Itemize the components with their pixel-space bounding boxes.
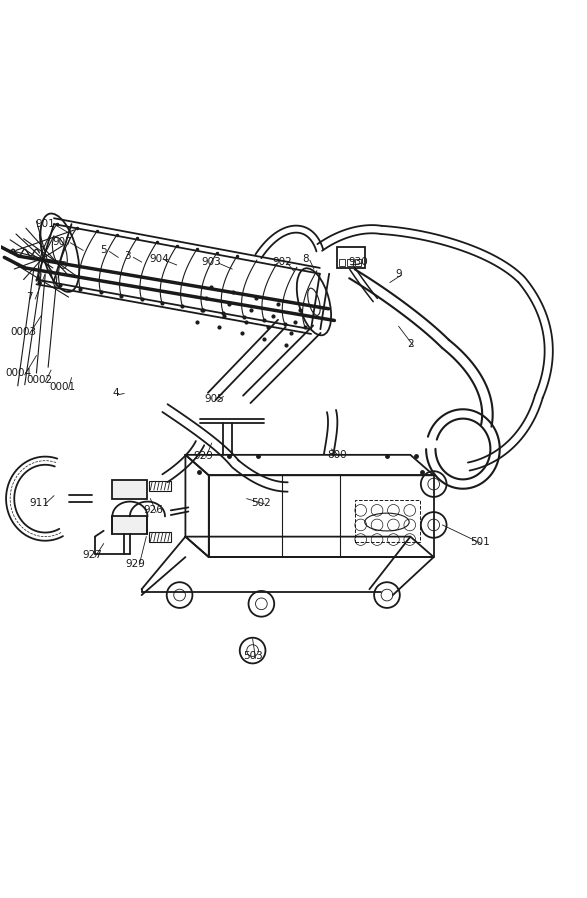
FancyBboxPatch shape bbox=[112, 516, 147, 533]
Text: 0003: 0003 bbox=[11, 327, 36, 337]
Text: 902: 902 bbox=[272, 257, 292, 267]
Text: 926: 926 bbox=[143, 506, 163, 515]
Text: 4: 4 bbox=[112, 388, 119, 398]
Text: 929: 929 bbox=[193, 451, 213, 461]
Text: 904: 904 bbox=[149, 254, 169, 264]
Text: 911: 911 bbox=[29, 497, 49, 507]
Text: 501: 501 bbox=[471, 538, 490, 548]
Text: 0004: 0004 bbox=[6, 368, 32, 378]
Text: 2: 2 bbox=[407, 339, 414, 348]
Text: 502: 502 bbox=[251, 497, 271, 507]
Text: 927: 927 bbox=[82, 550, 102, 560]
Text: 930: 930 bbox=[348, 257, 367, 267]
Text: 5: 5 bbox=[100, 245, 107, 255]
Text: 9: 9 bbox=[396, 269, 402, 278]
Text: 903: 903 bbox=[202, 257, 221, 267]
Text: 8: 8 bbox=[302, 254, 309, 264]
FancyBboxPatch shape bbox=[112, 480, 147, 498]
Text: 901: 901 bbox=[35, 219, 55, 229]
Text: 0001: 0001 bbox=[50, 382, 76, 392]
Text: 905: 905 bbox=[205, 394, 224, 404]
Text: 0002: 0002 bbox=[26, 375, 52, 385]
Text: 503: 503 bbox=[243, 651, 262, 662]
Text: 800: 800 bbox=[328, 450, 347, 460]
Text: 7: 7 bbox=[26, 292, 33, 302]
Text: 929: 929 bbox=[126, 559, 146, 568]
Text: 907: 907 bbox=[53, 236, 73, 247]
Text: 3: 3 bbox=[124, 251, 130, 261]
